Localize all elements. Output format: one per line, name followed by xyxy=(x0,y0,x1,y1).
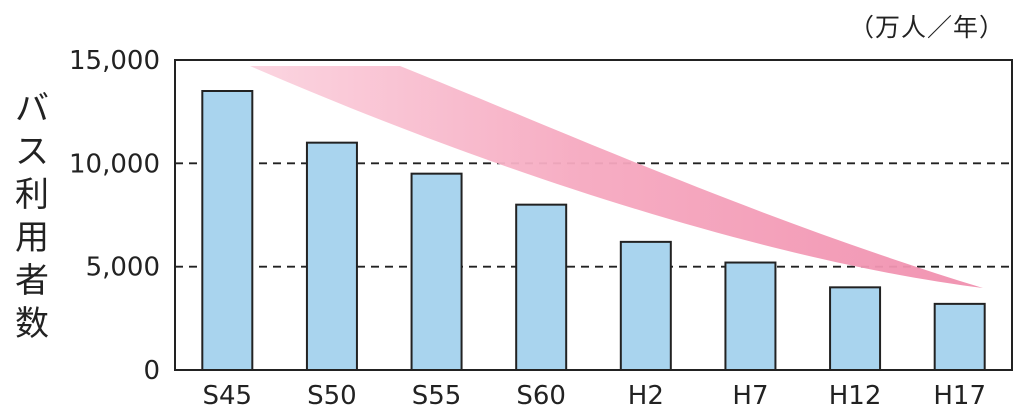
y-axis-label-char: 数 xyxy=(15,304,49,344)
y-axis-label-char: 者 xyxy=(15,261,49,301)
plot-frame xyxy=(174,59,1013,371)
y-tick-label: 10,000 xyxy=(69,149,160,179)
x-tick-label: H2 xyxy=(628,381,664,411)
unit-label: （万人／年） xyxy=(848,13,1005,42)
x-tick-label: S50 xyxy=(307,381,357,411)
x-tick-label: H7 xyxy=(732,381,768,411)
x-tick-label: S45 xyxy=(203,381,253,411)
x-tick-label: S55 xyxy=(412,381,462,411)
y-axis-label-char: 利 xyxy=(15,175,49,215)
bar xyxy=(515,203,568,371)
y-tick-label: 5,000 xyxy=(86,253,160,283)
y-tick-label: 15,000 xyxy=(69,46,160,76)
x-tick-label: S60 xyxy=(516,381,566,411)
bar xyxy=(724,261,777,371)
y-axis-label: バス利用者数 xyxy=(12,88,52,346)
x-tick-label: H12 xyxy=(829,381,882,411)
y-axis-label-char: バ xyxy=(15,89,49,129)
bar xyxy=(619,240,672,371)
bar xyxy=(829,286,882,372)
bar xyxy=(305,141,358,371)
x-tick-label: H17 xyxy=(933,381,986,411)
y-axis-label-char: ス xyxy=(15,132,49,172)
bar xyxy=(410,172,463,371)
bar xyxy=(933,302,986,371)
y-tick-label: 0 xyxy=(143,356,160,386)
y-axis-label-char: 用 xyxy=(15,218,49,258)
trend-band xyxy=(250,66,983,288)
bar xyxy=(201,90,254,371)
